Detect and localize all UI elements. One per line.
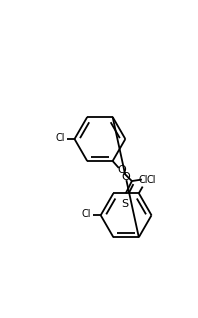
- Text: S: S: [121, 199, 129, 209]
- Text: Cl: Cl: [147, 175, 156, 184]
- Text: O: O: [117, 165, 126, 175]
- Text: Cl: Cl: [139, 175, 148, 185]
- Text: O: O: [121, 172, 130, 182]
- Text: Cl: Cl: [56, 133, 65, 143]
- Text: Cl: Cl: [82, 210, 91, 219]
